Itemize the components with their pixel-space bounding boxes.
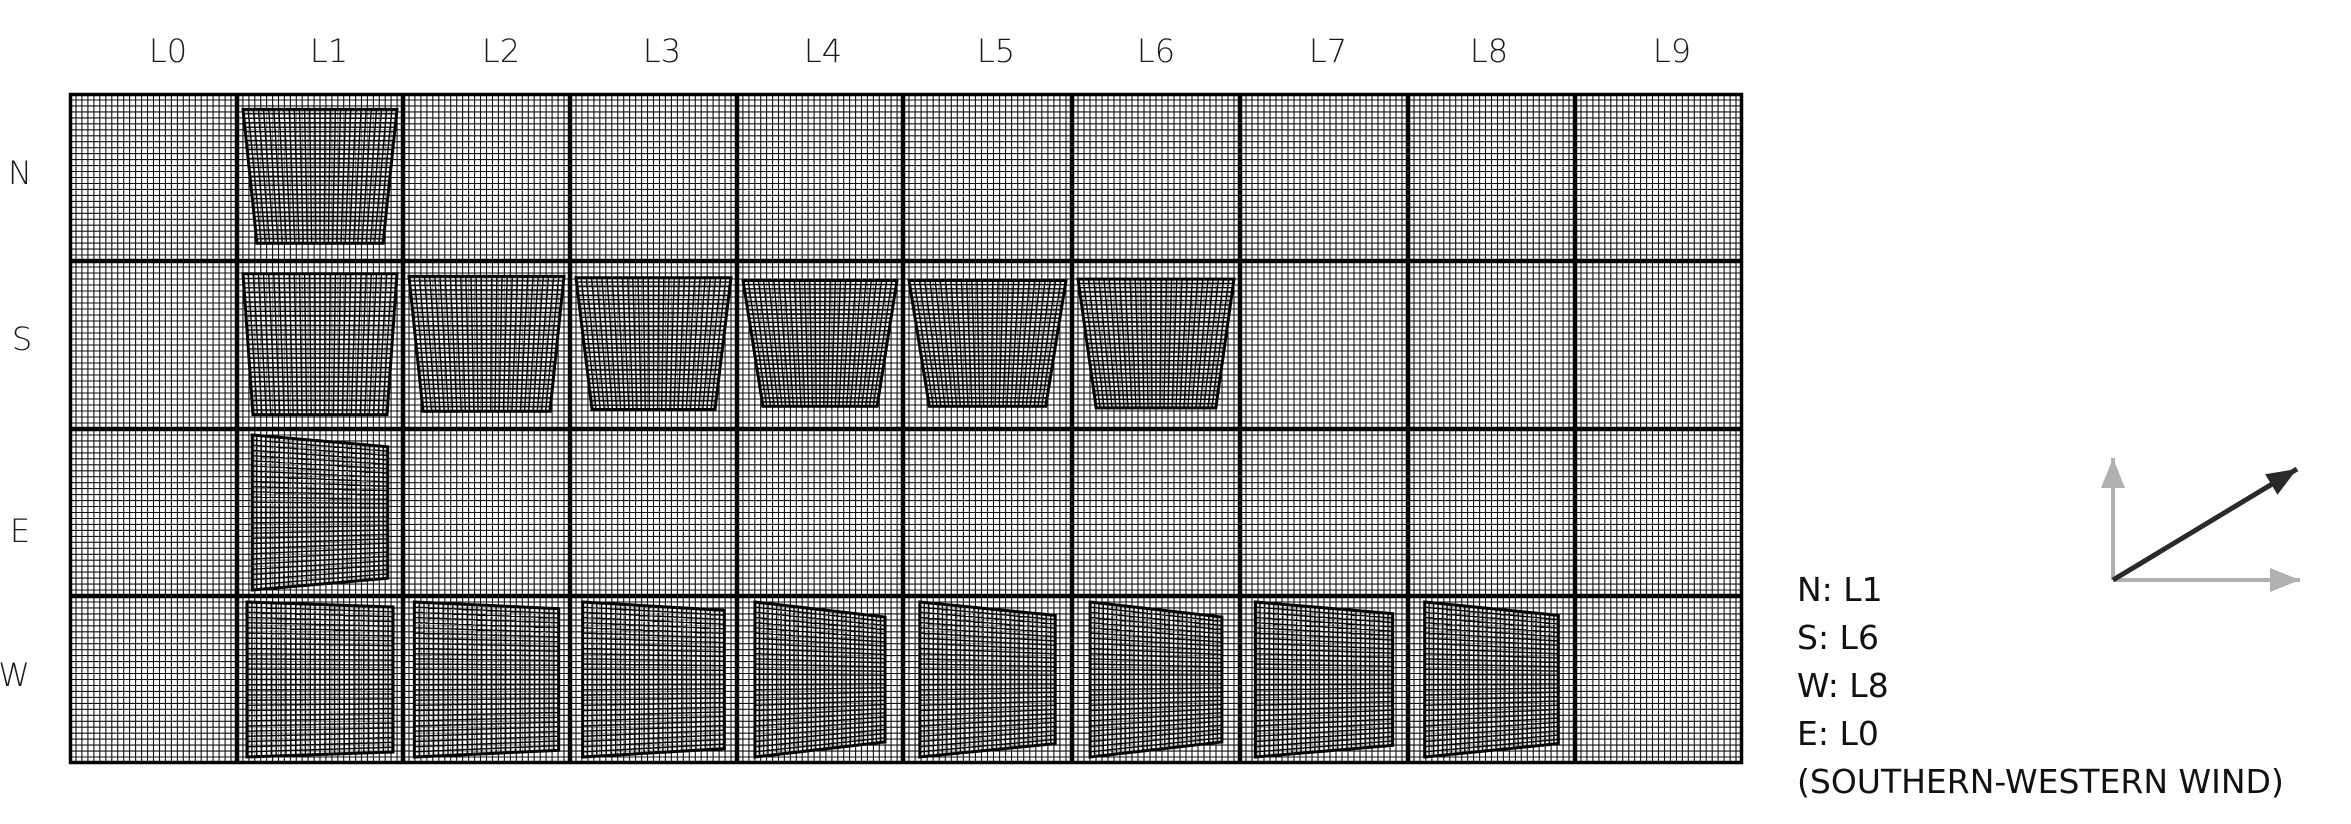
row-label: N: [8, 154, 32, 192]
mesh-panel: [69, 93, 238, 262]
legend-line-wind: (SOUTHERN-WESTERN WIND): [1797, 762, 2284, 801]
legend-line-east: E: L0: [1797, 714, 1879, 753]
mesh-panel: [1574, 93, 1743, 262]
mesh-panel: [1071, 260, 1241, 430]
mesh-panel: [736, 260, 904, 430]
mesh-panel: [902, 93, 1073, 262]
column-label: L9: [1653, 32, 1691, 70]
mesh-panel: [1239, 260, 1409, 430]
mesh-panel: [402, 428, 571, 597]
mesh-panel: [902, 428, 1073, 597]
mesh-panel: [569, 595, 738, 764]
column-label: L0: [149, 32, 187, 70]
row-labels: N S E W: [0, 154, 32, 694]
column-label: L5: [977, 32, 1015, 70]
mesh-panel: [402, 260, 571, 430]
mesh-panel: [1574, 260, 1743, 430]
mesh-panel: [1574, 595, 1743, 764]
east-axis-arrow-icon: [2113, 568, 2300, 592]
mesh-panel: [69, 260, 238, 430]
mesh-panel: [236, 93, 404, 262]
mesh-panel: [1407, 260, 1576, 430]
mesh-panel: [569, 260, 738, 430]
mesh-panel: [569, 93, 738, 262]
mesh-panel: [1071, 595, 1241, 764]
wind-arrow-icon: [2111, 466, 2299, 583]
mesh-panel: [69, 595, 238, 764]
mesh-panel: [236, 260, 404, 430]
column-label: L3: [643, 32, 681, 70]
legend-line-south: S: L6: [1797, 618, 1879, 657]
mesh-panel: [736, 93, 904, 262]
mesh-panel: [1239, 428, 1409, 597]
column-label: L1: [310, 32, 348, 70]
row-label: S: [12, 320, 32, 358]
mesh-panel: [736, 428, 904, 597]
mesh-panel: [902, 595, 1073, 764]
column-label: L4: [804, 32, 842, 70]
column-label: L6: [1137, 32, 1175, 70]
legend-line-north: N: L1: [1797, 570, 1883, 609]
column-label: L8: [1470, 32, 1508, 70]
mesh-panel: [236, 595, 404, 764]
mesh-panel: [902, 260, 1073, 430]
mesh-panel: [402, 595, 571, 764]
column-label: L7: [1309, 32, 1347, 70]
mesh-panel: [736, 595, 904, 764]
mesh-panel: [69, 428, 238, 597]
mesh-panel: [569, 428, 738, 597]
mesh-panel: [1239, 93, 1409, 262]
mesh-panel: [1071, 428, 1241, 597]
mesh-panel: [402, 93, 571, 262]
row-label: E: [10, 512, 30, 550]
column-labels: L0 L1 L2 L3 L4 L5 L6 L7 L8 L9: [149, 32, 1691, 70]
mesh-panel: [1239, 595, 1409, 764]
mesh-panel: [1407, 428, 1576, 597]
north-axis-arrow-icon: [2101, 458, 2125, 580]
column-label: L2: [482, 32, 520, 70]
row-label: W: [0, 656, 30, 694]
mesh-panel: [1407, 93, 1576, 262]
mesh-panel: [1071, 93, 1241, 262]
wind-direction-icon: [2101, 458, 2300, 592]
mesh-panel: [1574, 428, 1743, 597]
mesh-panel: [1407, 595, 1576, 764]
legend-line-west: W: L8: [1797, 666, 1889, 705]
mesh-panel: [236, 428, 404, 597]
mesh-grid-panels: [68, 92, 1744, 765]
